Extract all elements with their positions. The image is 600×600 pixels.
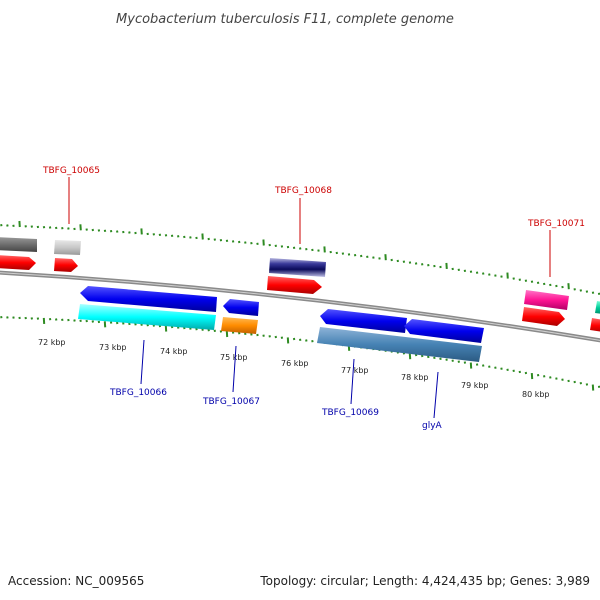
gene-feature[interactable] bbox=[0, 255, 36, 270]
leader-line bbox=[232, 345, 237, 393]
reverse-features bbox=[78, 286, 484, 362]
scale-label: 76 kbp bbox=[281, 359, 309, 368]
forward-features bbox=[0, 237, 600, 333]
gene-feature[interactable] bbox=[267, 276, 322, 294]
map-title: Mycobacterium tuberculosis F11, complete… bbox=[116, 12, 454, 27]
accession-text: Accession: NC_009565 bbox=[8, 574, 144, 588]
leader-line bbox=[350, 358, 355, 405]
scale-label: 79 kbp bbox=[461, 381, 489, 390]
gene-feature[interactable] bbox=[320, 309, 407, 333]
gene-feature[interactable] bbox=[590, 318, 600, 333]
gene-feature[interactable] bbox=[0, 237, 37, 252]
reverse-gene-labels: TBFG_10066 TBFG_10067 TBFG_10069 glyA bbox=[109, 339, 443, 431]
gene-label[interactable]: TBFG_10065 bbox=[42, 166, 100, 176]
gene-label[interactable]: TBFG_10067 bbox=[202, 397, 260, 407]
scale-label: 80 kbp bbox=[522, 390, 550, 399]
scale-label: 73 kbp bbox=[99, 343, 127, 352]
gene-label[interactable]: glyA bbox=[422, 421, 443, 431]
gene-label[interactable]: TBFG_10071 bbox=[527, 219, 585, 229]
forward-gene-labels: TBFG_10065 TBFG_10068 TBFG_10071 bbox=[42, 166, 585, 277]
gene-feature[interactable] bbox=[317, 327, 482, 362]
leader-line bbox=[433, 371, 439, 419]
gene-feature[interactable] bbox=[221, 317, 258, 334]
gene-feature[interactable] bbox=[78, 304, 216, 330]
gene-feature[interactable] bbox=[269, 258, 326, 277]
scale-label: 72 kbp bbox=[38, 338, 66, 347]
gene-feature[interactable] bbox=[404, 319, 484, 343]
scale-label: 74 kbp bbox=[160, 347, 188, 356]
scale-labels: 72 kbp 73 kbp 74 kbp 75 kbp 76 kbp 77 kb… bbox=[38, 338, 550, 399]
scale-label: 77 kbp bbox=[341, 366, 369, 375]
gene-feature[interactable] bbox=[80, 286, 217, 312]
gene-feature[interactable] bbox=[54, 258, 78, 272]
leader-line bbox=[140, 339, 145, 385]
genome-summary-text: Topology: circular; Length: 4,424,435 bp… bbox=[259, 574, 590, 588]
gene-feature[interactable] bbox=[524, 290, 569, 310]
gene-label[interactable]: TBFG_10066 bbox=[109, 388, 167, 398]
gene-feature[interactable] bbox=[522, 307, 565, 326]
gene-label[interactable]: TBFG_10068 bbox=[274, 186, 332, 196]
gene-feature[interactable] bbox=[223, 299, 259, 316]
gene-feature[interactable] bbox=[54, 240, 81, 255]
scale-label: 75 kbp bbox=[220, 353, 248, 362]
gene-label[interactable]: TBFG_10069 bbox=[321, 408, 379, 418]
gene-feature[interactable] bbox=[595, 301, 600, 315]
scale-label: 78 kbp bbox=[401, 373, 429, 382]
outer-tick-ring bbox=[0, 220, 600, 295]
